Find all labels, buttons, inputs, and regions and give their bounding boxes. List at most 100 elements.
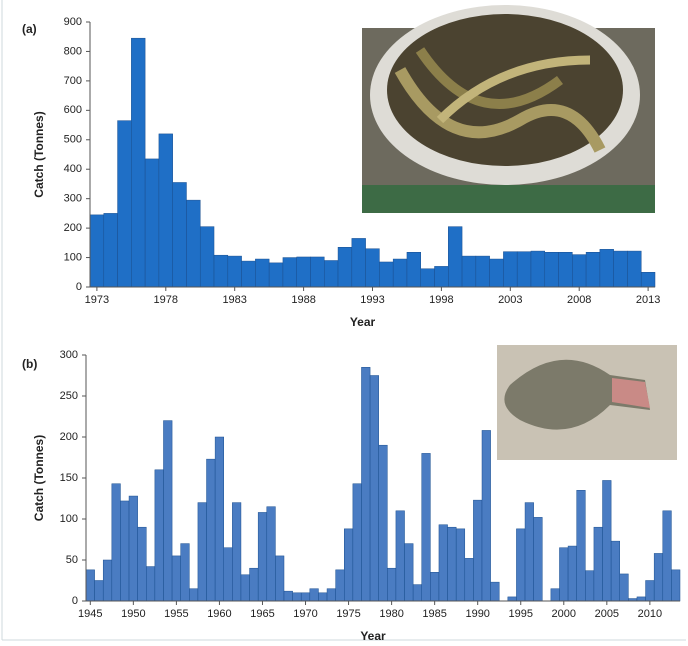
bar: [326, 588, 336, 602]
bar: [524, 502, 534, 602]
bar: [447, 526, 457, 602]
bar: [378, 444, 388, 602]
bar: [144, 158, 160, 288]
bar: [206, 458, 216, 602]
bar: [448, 226, 463, 288]
bar: [232, 502, 242, 602]
bar: [213, 254, 229, 288]
bar: [324, 260, 339, 288]
bar: [117, 120, 132, 288]
bar: [186, 199, 201, 288]
bar: [171, 555, 181, 602]
bar: [172, 182, 187, 288]
x-tick-label: 1965: [250, 608, 274, 620]
bar: [599, 249, 614, 288]
bar: [275, 555, 285, 602]
bar: [300, 592, 311, 602]
y-tick-label: 100: [60, 513, 78, 525]
bar: [257, 512, 268, 602]
bar: [351, 238, 366, 288]
x-axis-label: Year: [350, 315, 376, 329]
bar: [103, 213, 118, 288]
bar: [365, 248, 380, 288]
bar: [475, 255, 490, 288]
bar: [653, 553, 664, 602]
bar: [154, 469, 164, 602]
x-tick-label: 1988: [291, 294, 315, 306]
bar: [481, 430, 491, 602]
bar: [503, 251, 518, 288]
y-tick-label: 300: [60, 349, 78, 361]
x-tick-label: 1955: [164, 608, 188, 620]
x-tick-label: 1998: [429, 294, 453, 306]
x-tick-label: 1973: [85, 294, 109, 306]
flounder-photo: [497, 345, 677, 460]
bar: [490, 581, 500, 602]
bar: [296, 256, 311, 288]
bar: [406, 252, 421, 288]
bar: [438, 524, 448, 602]
bar: [255, 258, 270, 288]
y-axis-label: Catch (Tonnes): [32, 435, 46, 521]
bar: [576, 490, 586, 602]
bar: [158, 133, 173, 288]
bar: [85, 569, 95, 602]
bar: [610, 540, 620, 602]
y-tick-label: 300: [64, 193, 82, 205]
bar: [473, 499, 483, 602]
y-tick-label: 900: [64, 16, 82, 28]
bar: [533, 517, 543, 602]
bar: [199, 226, 215, 288]
bar: [111, 483, 121, 602]
eel-photo: [362, 5, 655, 213]
bar: [120, 500, 130, 602]
bar: [227, 255, 242, 288]
bar: [268, 262, 284, 288]
x-tick-label: 2008: [567, 294, 591, 306]
bar: [395, 510, 405, 602]
x-axis-label: Year: [360, 629, 386, 643]
x-tick-label: 1960: [207, 608, 231, 620]
bar: [489, 258, 504, 288]
bar: [640, 272, 656, 288]
bar: [283, 590, 293, 602]
bar: [392, 258, 408, 288]
bar: [309, 588, 319, 602]
bar: [214, 436, 224, 602]
y-tick-label: 250: [60, 390, 78, 402]
bar: [550, 588, 560, 602]
bar: [89, 214, 105, 288]
bar: [516, 251, 532, 288]
y-tick-label: 700: [64, 75, 82, 87]
y-tick-label: 500: [64, 134, 82, 146]
x-tick-label: 1970: [293, 608, 317, 620]
bar: [567, 545, 577, 602]
x-tick-label: 1995: [508, 608, 532, 620]
bar: [249, 567, 259, 602]
bar: [344, 528, 354, 602]
bar: [387, 567, 397, 602]
y-tick-label: 600: [64, 104, 82, 116]
bar: [369, 375, 379, 602]
bar: [189, 588, 199, 602]
bar: [412, 584, 422, 602]
bar: [240, 574, 250, 602]
x-tick-label: 1975: [336, 608, 360, 620]
y-axis-label: Catch (Tonnes): [32, 111, 46, 197]
bar: [585, 570, 595, 602]
y-tick-label: 150: [60, 472, 78, 484]
bar: [613, 250, 628, 288]
x-tick-label: 1985: [422, 608, 446, 620]
bar: [627, 250, 642, 288]
bar: [163, 420, 173, 602]
bar: [671, 569, 681, 602]
bar: [585, 252, 601, 288]
bar: [361, 367, 371, 602]
bar: [544, 252, 559, 288]
panel-label: (b): [22, 357, 37, 371]
bar: [507, 596, 517, 602]
x-tick-label: 2010: [638, 608, 662, 620]
y-tick-label: 200: [60, 431, 78, 443]
bar: [572, 254, 587, 288]
